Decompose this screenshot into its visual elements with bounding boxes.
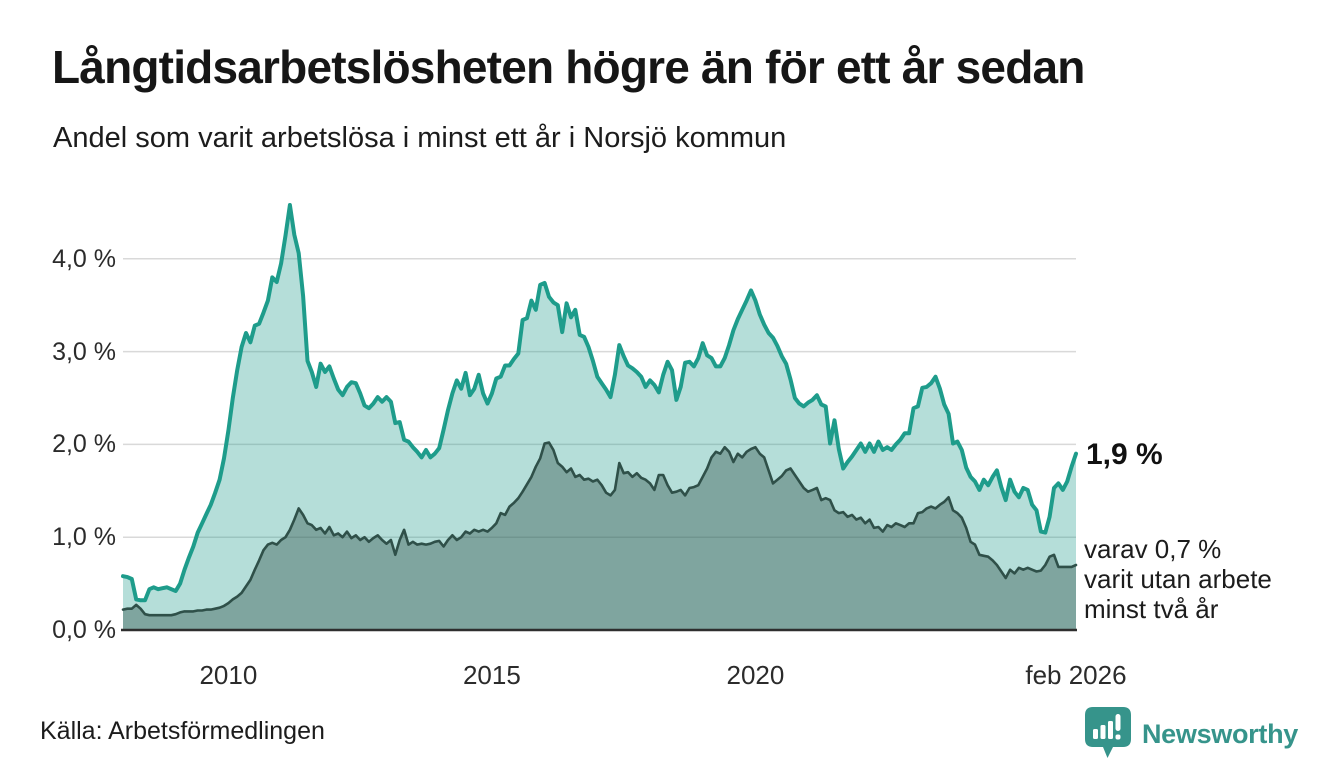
- y-tick-label: 2,0 %: [52, 430, 116, 459]
- y-tick-label: 3,0 %: [52, 337, 116, 366]
- page-title: Långtidsarbetslösheten högre än för ett …: [52, 41, 1085, 93]
- minst-tva-ar-area: [123, 442, 1076, 630]
- newsworthy-logo: Newsworthy: [1084, 703, 1298, 765]
- newsworthy-wordmark: Newsworthy: [1141, 718, 1298, 749]
- x-tick-label: 2010: [199, 660, 258, 690]
- secondary-series-note: varav 0,7 % varit utan arbete minst två …: [1084, 534, 1272, 624]
- source-note: Källa: Arbetsförmedlingen: [40, 717, 325, 745]
- newsworthy-bubble-chart-icon: [1084, 706, 1132, 762]
- y-tick-label: 0,0 %: [52, 616, 116, 644]
- minst-ett-ar-area: [123, 205, 1076, 630]
- latest-value-label: 1,9 %: [1086, 438, 1163, 471]
- y-tick-label: 1,0 %: [52, 523, 116, 552]
- x-tick-label: feb 2026: [1025, 660, 1127, 690]
- minst-tva-ar-line: [121, 441, 1078, 617]
- x-tick-label: 2020: [726, 660, 785, 690]
- chart-subtitle: Andel som varit arbetslösa i minst ett å…: [53, 122, 787, 154]
- y-tick-label: 4,0 %: [52, 244, 116, 273]
- minst-ett-ar-line: [121, 203, 1078, 603]
- x-tick-label: 2015: [462, 660, 521, 690]
